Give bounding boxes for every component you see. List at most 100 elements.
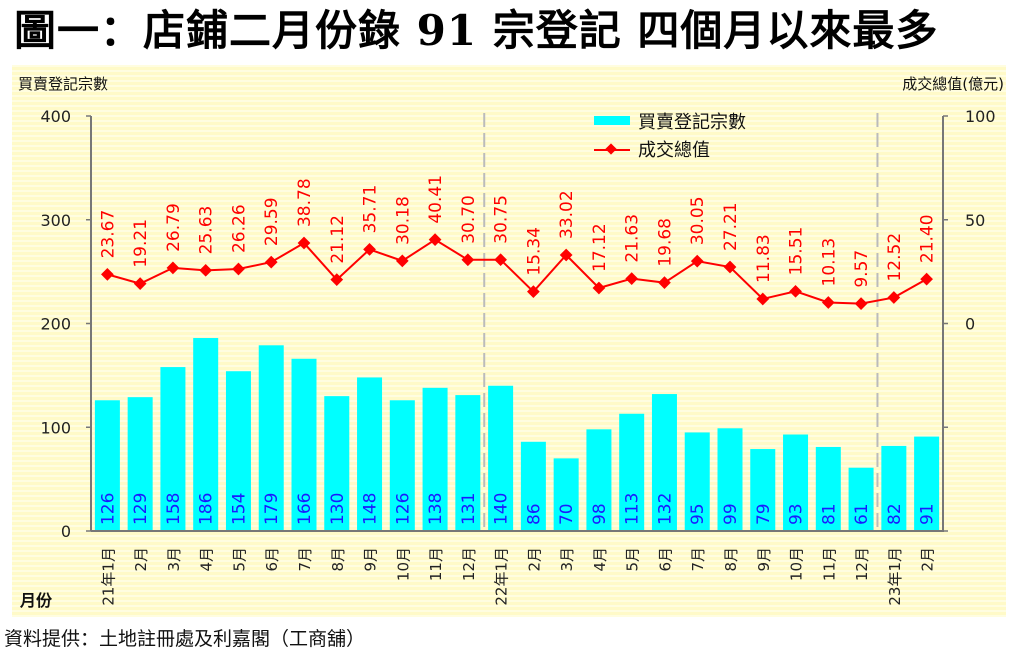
x-tick-label: 10月 <box>394 547 412 581</box>
bar <box>258 345 284 531</box>
bar-value-label: 70 <box>557 503 577 525</box>
line-point <box>854 297 868 311</box>
line-point <box>264 255 278 269</box>
line-point <box>232 262 245 276</box>
x-tick-label: 2月 <box>919 547 937 572</box>
source-note: 資料提供：土地註冊處及利嘉閣（工商舖） <box>4 628 366 650</box>
x-tick-label: 2月 <box>132 547 150 572</box>
line-point <box>494 253 507 267</box>
bar <box>127 397 153 531</box>
line-value-label: 12.52 <box>885 233 905 282</box>
line-value-label: 30.75 <box>492 195 512 244</box>
bar-labels: 126 129 158 186 154 179 166 130 148 126 138 131 140 8… <box>98 493 937 525</box>
y-axis-left-title: 買賣登記宗數 <box>18 75 108 93</box>
axes: 0 100 200 300 400 100 50 0 <box>40 107 995 541</box>
x-tick-label: 2月 <box>525 547 543 572</box>
line-point <box>690 254 704 268</box>
bar <box>324 396 350 531</box>
y-right-tick-label: 100 <box>965 107 996 126</box>
x-tick-labels: 21年1月 2月 3月 4月 5月 6月 7月 8月 9月 10月 11月 12月 22年1月 2月 3月 4… <box>99 547 936 606</box>
separators <box>483 113 879 531</box>
line-value-label: 26.79 <box>164 203 184 252</box>
bar <box>357 377 383 531</box>
bar-value-label: 132 <box>655 493 675 525</box>
bar <box>520 441 546 531</box>
line-value-label: 33.02 <box>557 190 577 239</box>
line-value-label: 30.70 <box>459 195 479 244</box>
line-point <box>363 243 376 256</box>
bar-value-label: 98 <box>590 503 610 525</box>
y-right-tick-label: 50 <box>965 211 985 230</box>
bar-value-label: 140 <box>492 493 512 525</box>
line-value-label: 19.68 <box>655 218 675 267</box>
line-value-label: 21.12 <box>328 215 348 264</box>
bar-value-label: 79 <box>754 503 774 525</box>
x-tick-label: 3月 <box>558 547 576 572</box>
x-tick-label: 11月 <box>820 547 838 581</box>
line-labels: 23.67 19.21 26.79 25.63 26.26 29.59 38.78 21.12… <box>98 175 937 288</box>
line-series <box>101 233 933 311</box>
x-tick-label: 4月 <box>198 547 216 572</box>
line-point <box>133 277 147 291</box>
line-value-label: 40.41 <box>426 175 446 224</box>
bar <box>160 367 186 531</box>
x-tick-label: 8月 <box>722 547 740 572</box>
line-value-label: 15.34 <box>524 227 544 276</box>
line-value-label: 30.18 <box>393 196 413 245</box>
bar-value-label: 186 <box>197 493 217 525</box>
y-axis-right-title: 成交總值(億元) <box>902 75 1004 93</box>
line-point <box>920 272 933 286</box>
line-point <box>428 233 442 247</box>
bar <box>586 429 612 531</box>
x-tick-label: 23年1月 <box>886 547 904 606</box>
bar <box>684 432 710 531</box>
line-value-label: 23.67 <box>98 210 118 259</box>
y-left-tick-label: 200 <box>40 315 71 334</box>
x-tick-label: 9月 <box>755 547 773 572</box>
line-value-label: 10.13 <box>819 238 839 287</box>
line-point <box>330 273 344 287</box>
bar-value-label: 113 <box>623 493 643 525</box>
y-left-tick-label: 100 <box>40 418 71 437</box>
bars <box>94 338 940 531</box>
x-tick-label: 9月 <box>362 547 380 572</box>
y-left-tick-label: 300 <box>40 211 71 230</box>
line-value-label: 15.51 <box>787 227 807 276</box>
value-line <box>107 238 928 305</box>
line-value-label: 17.12 <box>590 223 610 272</box>
bar-value-label: 81 <box>819 503 839 525</box>
line-point <box>625 272 639 285</box>
x-tick-label: 12月 <box>853 547 871 581</box>
bar-value-label: 154 <box>229 493 249 525</box>
line-value-label: 35.71 <box>361 185 381 234</box>
x-axis-title: 月份 <box>19 591 53 610</box>
bar-value-label: 166 <box>295 493 315 525</box>
x-tick-label: 10月 <box>788 547 806 581</box>
line-value-label: 25.63 <box>197 206 217 255</box>
line-point <box>658 276 671 290</box>
line-point <box>166 261 180 275</box>
bar <box>553 458 579 531</box>
chart-title: 圖一：店鋪二月份錄 91 宗登記 四個月以來最多 <box>14 6 939 55</box>
x-tick-label: 21年1月 <box>99 547 117 606</box>
bar <box>815 446 841 531</box>
bar-value-label: 93 <box>787 503 807 525</box>
line-point <box>789 284 802 298</box>
line-value-label: 9.57 <box>852 250 872 288</box>
line-point <box>101 268 114 281</box>
bar <box>783 434 809 531</box>
bar <box>651 394 677 531</box>
x-tick-label: 22年1月 <box>493 547 511 606</box>
line-value-label: 21.63 <box>623 214 643 263</box>
line-point <box>297 236 311 250</box>
bar <box>455 395 481 531</box>
line-point <box>395 254 409 268</box>
line-value-label: 11.83 <box>754 234 774 283</box>
bar-value-label: 131 <box>459 493 479 525</box>
line-value-label: 30.05 <box>688 196 708 245</box>
line-value-label: 27.21 <box>721 202 741 251</box>
y-right-tick-label: 0 <box>965 315 975 334</box>
bar <box>488 385 514 531</box>
bar <box>389 400 415 531</box>
x-tick-label: 12月 <box>460 547 478 581</box>
